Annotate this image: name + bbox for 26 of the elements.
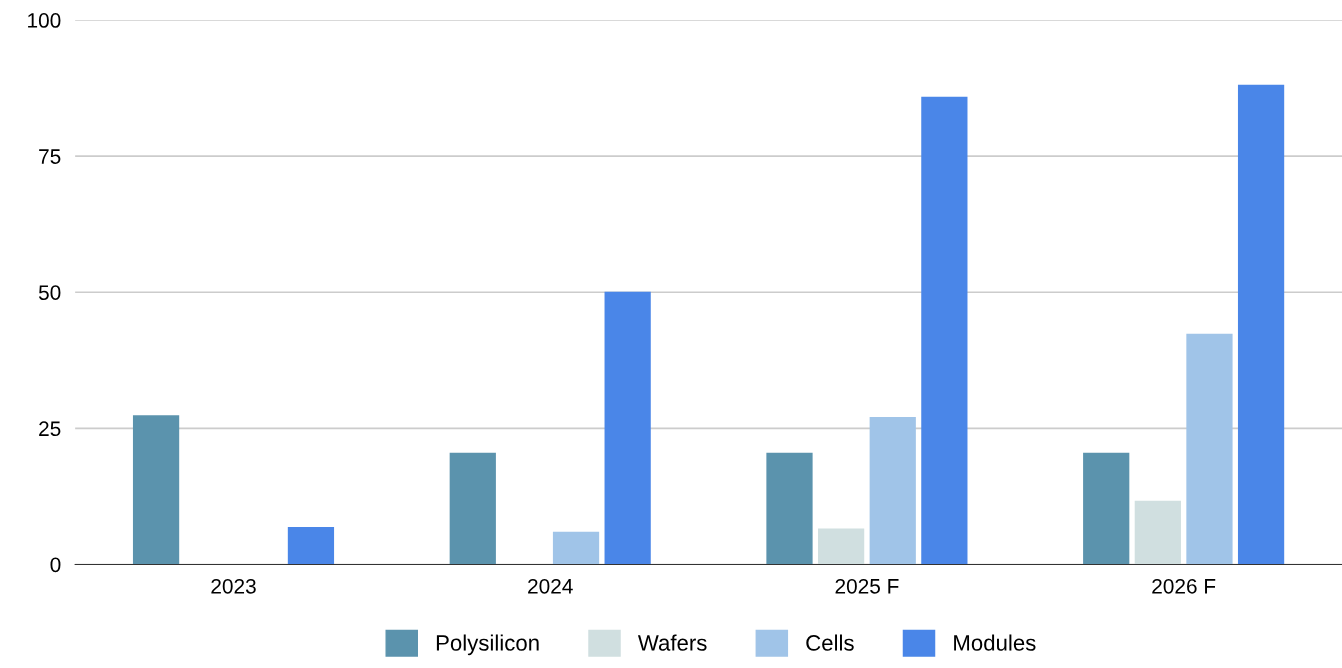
bar	[1186, 333, 1233, 565]
legend-label: Modules	[954, 634, 1036, 651]
y-tick-label: 50	[38, 285, 61, 300]
bar	[869, 416, 916, 565]
bar	[1083, 452, 1130, 565]
legend-label: Polysilicon	[436, 634, 539, 656]
x-tick-label: 2024	[528, 578, 573, 594]
bar	[552, 531, 600, 565]
y-tick-label: 100	[28, 13, 61, 28]
bar	[766, 452, 813, 565]
x-tick-label: 2025 F	[835, 578, 899, 594]
x-tick-label: 2026 F	[1152, 578, 1216, 594]
y-tick-label: 25	[39, 421, 61, 437]
legend-label: Cells	[806, 634, 854, 651]
bar	[287, 526, 335, 565]
legend-label: Wafers	[637, 634, 707, 651]
bar	[604, 291, 651, 565]
bar	[1134, 500, 1181, 565]
y-tick-label: 0	[50, 557, 61, 573]
bar	[1237, 84, 1285, 565]
bar	[921, 96, 968, 565]
bar	[132, 415, 180, 565]
bar	[818, 528, 865, 565]
y-tick-label: 75	[39, 149, 61, 164]
bar	[449, 452, 496, 565]
x-tick-label: 2023	[211, 578, 256, 594]
